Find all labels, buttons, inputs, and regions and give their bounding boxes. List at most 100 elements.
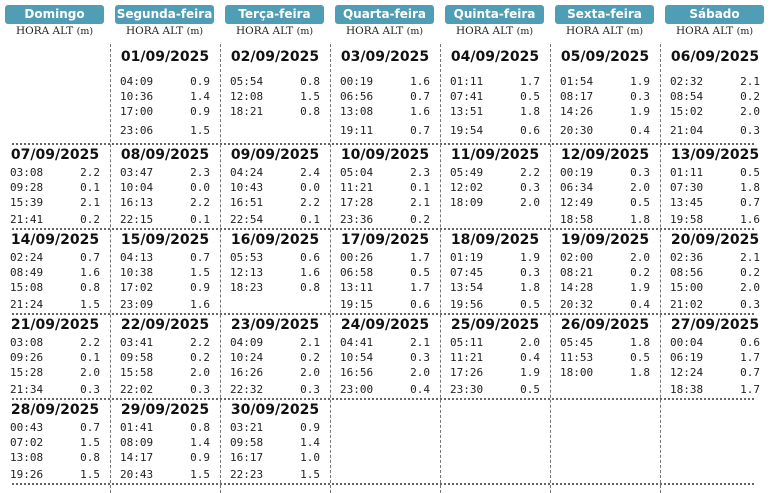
- day-date: 07/09/2025: [10, 147, 100, 163]
- tide-height: 2.1: [740, 75, 760, 88]
- tide-height: 2.1: [740, 251, 760, 264]
- tide-entry: 22:15 0.1: [110, 212, 220, 227]
- tide-entry: 02:00 2.0: [550, 250, 660, 265]
- unit-label: (m): [186, 26, 204, 37]
- tide-entry: 07:41 0.5: [440, 89, 550, 104]
- tide-time: 13:08: [340, 105, 374, 118]
- tide-time: 09:58: [230, 436, 264, 449]
- day-date: 05/09/2025: [560, 49, 650, 65]
- tide-height: 0.4: [630, 124, 650, 137]
- tide-time: 12:24: [670, 366, 704, 379]
- tide-time: 12:08: [230, 90, 264, 103]
- tide-time: 19:58: [670, 213, 704, 226]
- tide-entry: 12:24 0.7: [660, 365, 770, 380]
- tide-height: 1.5: [190, 124, 210, 137]
- tide-height: 0.5: [410, 266, 430, 279]
- tide-entry: 15:00 2.0: [660, 280, 770, 295]
- tide-time: 13:54: [450, 281, 484, 294]
- tide-height: 2.2: [520, 166, 540, 179]
- tide-time: 16:56: [340, 366, 374, 379]
- tide-time: 05:11: [450, 336, 484, 349]
- tide-entry: 23:30 0.5: [440, 382, 550, 397]
- tide-height: 0.5: [520, 298, 540, 311]
- tide-entry: 06:19 1.7: [660, 350, 770, 365]
- tide-entry: 19:56 0.5: [440, 297, 550, 312]
- tide-time: 23:36: [340, 213, 374, 226]
- day-cell: 04/09/2025 01:11 1.7 07:41 0.5 13:51 1.8 19:54 0…: [440, 47, 550, 143]
- tide-time: 17:26: [450, 366, 484, 379]
- tide-entry: 10:04 0.0: [110, 180, 220, 195]
- tide-entry: 15:08 0.8: [0, 280, 110, 295]
- tide-entry: 02:24 0.7: [0, 250, 110, 265]
- tide-height: 0.9: [190, 75, 210, 88]
- tide-height: 0.6: [410, 298, 430, 311]
- tide-entry: 02:32 2.1: [660, 74, 770, 89]
- tide-height: 2.3: [190, 166, 210, 179]
- day-cell: 01/09/2025 04:09 0.9 10:36 1.4 17:00 0.9 23:06 1…: [110, 47, 220, 143]
- tide-time: 02:36: [670, 251, 704, 264]
- tide-height: 0.2: [740, 266, 760, 279]
- day-cell: 09/09/2025 04:24 2.4 10:43 0.0 16:51 2.2 22:54 0…: [220, 145, 330, 226]
- tide-height: 0.6: [300, 251, 320, 264]
- tide-entry: 08:21 0.2: [550, 265, 660, 280]
- tide-time: 01:19: [450, 251, 484, 264]
- tide-time: 22:15: [120, 213, 154, 226]
- tide-time: 00:04: [670, 336, 704, 349]
- tide-height: 2.2: [80, 166, 100, 179]
- tide-height: 2.1: [300, 336, 320, 349]
- day-date: 01/09/2025: [120, 49, 210, 65]
- tide-height: 0.1: [410, 181, 430, 194]
- tide-time: 18:21: [230, 105, 264, 118]
- tide-height: 0.4: [410, 383, 430, 396]
- tide-entry: 17:28 2.1: [330, 195, 440, 210]
- tide-height: 0.7: [410, 124, 430, 137]
- tide-time: 05:54: [230, 75, 264, 88]
- tide-entry: 16:13 2.2: [110, 195, 220, 210]
- tide-entry: 13:11 1.7: [330, 280, 440, 295]
- tide-height: 0.7: [80, 421, 100, 434]
- weekday-header: Sábado: [665, 5, 764, 24]
- tide-height: 0.7: [410, 90, 430, 103]
- tide-entry: 21:34 0.3: [0, 382, 110, 397]
- tide-time: 21:02: [670, 298, 704, 311]
- unit-label: (m): [516, 26, 534, 37]
- day-cell: 25/09/2025 05:11 2.0 11:21 0.4 17:26 1.9 23:30 0…: [440, 315, 550, 397]
- tide-height: 1.8: [520, 281, 540, 294]
- day-date: 25/09/2025: [450, 317, 540, 333]
- day-date: 23/09/2025: [230, 317, 320, 333]
- tide-time: 07:45: [450, 266, 484, 279]
- tide-entry: 05:54 0.8: [220, 74, 330, 89]
- tide-height: 0.7: [80, 251, 100, 264]
- tide-height: 1.4: [190, 436, 210, 449]
- tide-time: 08:21: [560, 266, 594, 279]
- tide-time: 14:17: [120, 451, 154, 464]
- tide-time: 20:30: [560, 124, 594, 137]
- tide-time: 12:49: [560, 196, 594, 209]
- tide-entry: 10:43 0.0: [220, 180, 330, 195]
- tide-height: 2.0: [520, 336, 540, 349]
- tide-entry: 01:11 1.7: [440, 74, 550, 89]
- column-subheader: HORA ALT (m): [555, 24, 654, 38]
- column-separator: [330, 44, 331, 493]
- tide-height: 2.3: [410, 166, 430, 179]
- tide-entry: 20:30 0.4: [550, 123, 660, 138]
- day-date: 14/09/2025: [10, 232, 100, 248]
- tide-height: 2.0: [740, 281, 760, 294]
- tide-height: 1.9: [630, 105, 650, 118]
- tide-time: 03:41: [120, 336, 154, 349]
- tide-entry: 01:41 0.8: [110, 420, 220, 435]
- column-separator: [220, 44, 221, 493]
- tide-time: 15:00: [670, 281, 704, 294]
- tide-height: 2.0: [300, 366, 320, 379]
- column-subheader: HORA ALT (m): [115, 24, 214, 38]
- unit-label: (m): [296, 26, 314, 37]
- tide-entry: 21:02 0.3: [660, 297, 770, 312]
- hour-height-label: HORA ALT: [235, 25, 294, 37]
- tide-time: 02:32: [670, 75, 704, 88]
- tide-entry: 04:13 0.7: [110, 250, 220, 265]
- day-date: 17/09/2025: [340, 232, 430, 248]
- tide-height: 0.3: [740, 298, 760, 311]
- tide-entry: 17:26 1.9: [440, 365, 550, 380]
- day-date: 20/09/2025: [670, 232, 760, 248]
